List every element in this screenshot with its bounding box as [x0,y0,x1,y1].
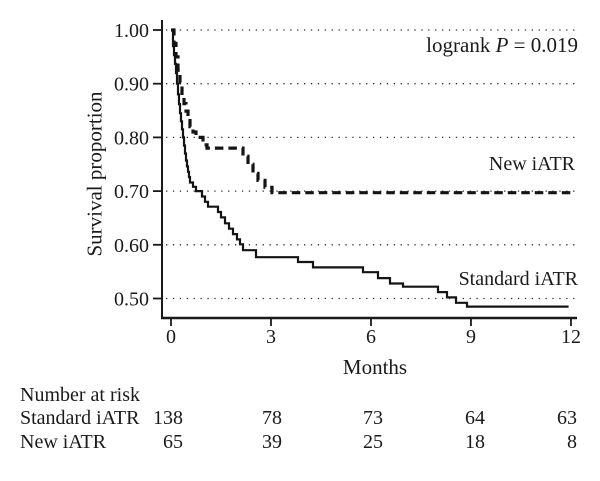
x-tick-label: 0 [166,326,176,348]
logrank-text: logrank [426,33,496,57]
risk-count: 64 [465,407,485,429]
x-tick-label: 12 [561,326,581,348]
risk-count: 18 [465,431,485,453]
risk-row-label-new: New iATR [20,431,107,453]
survival-curve-standard-iatr [171,28,569,308]
y-tick-label: 0.50 [114,289,149,311]
risk-count: 63 [557,407,577,429]
y-tick-label: 0.60 [114,235,149,257]
risk-count: 138 [153,407,183,429]
survival-curve-new-iatr [171,28,575,195]
curve-label-new-iatr: New iATR [488,153,575,175]
risk-count: 39 [262,431,282,453]
y-tick-label: 0.80 [114,127,149,149]
risk-count: 8 [567,431,577,453]
y-tick-label: 0.90 [114,74,149,96]
risk-count: 78 [262,407,282,429]
risk-count: 25 [363,431,383,453]
x-axis-title: Months [342,355,408,379]
logrank-annotation: logrank P = 0.019 [426,33,578,58]
risk-count: 73 [363,407,383,429]
y-tick-label: 1.00 [114,20,149,42]
x-tick-label: 6 [366,326,376,348]
p-symbol: P [495,33,509,57]
y-axis-title: Survival proportion [82,91,107,257]
risk-count: 65 [163,431,183,453]
curve-label-standard-iatr: Standard iATR [458,268,578,290]
y-tick-label: 0.70 [114,181,149,203]
risk-table-title: Number at risk [20,384,140,406]
p-value-text: = 0.019 [508,33,578,57]
x-tick-label: 9 [466,326,476,348]
x-tick-label: 3 [266,326,276,348]
risk-row-label-standard: Standard iATR [20,407,140,429]
